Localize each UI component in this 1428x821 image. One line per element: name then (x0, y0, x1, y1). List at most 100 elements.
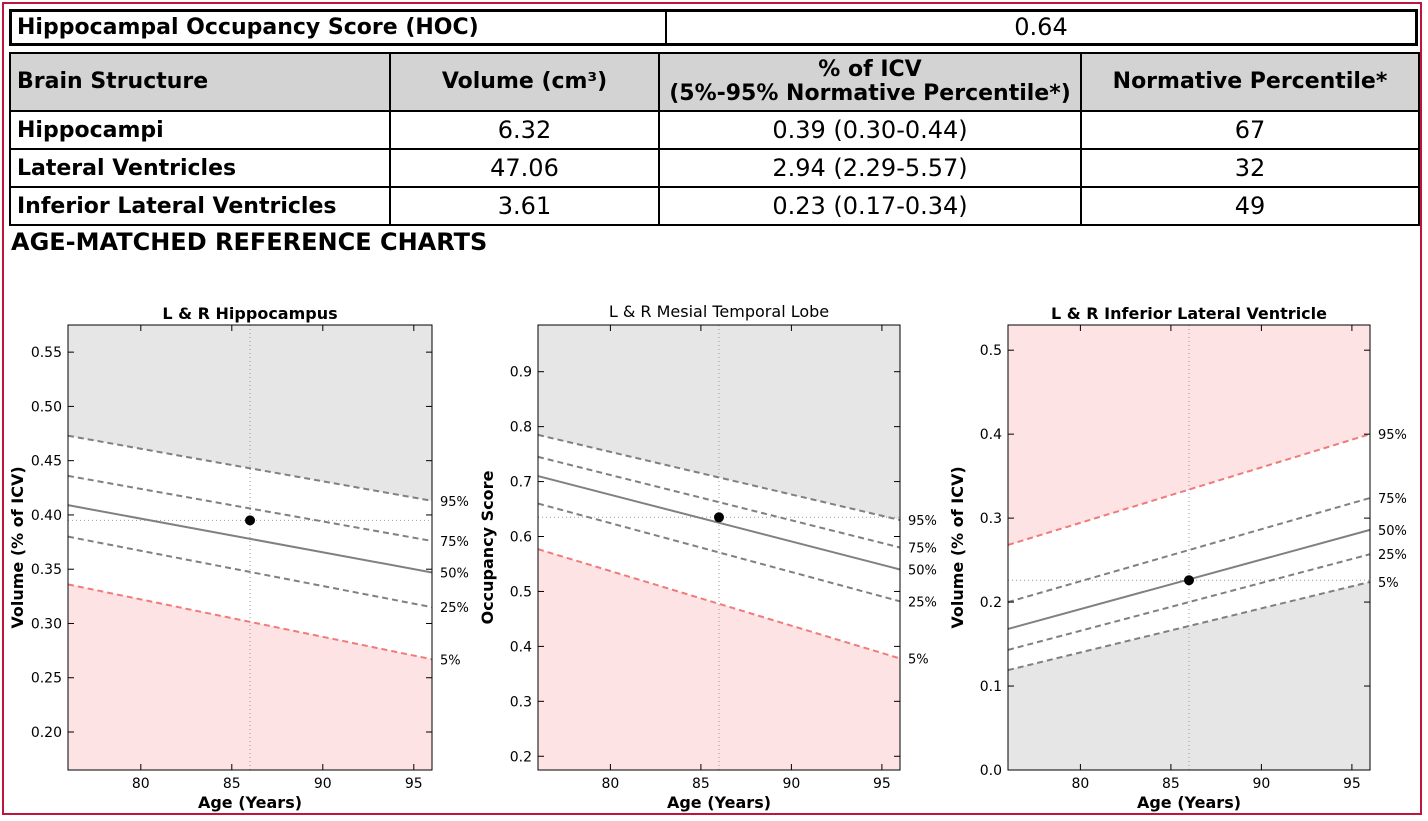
percentile-label: 50% (1378, 524, 1407, 539)
percentile-line-25 (67, 535, 433, 609)
shade-below-region (1008, 581, 1370, 770)
header-percent-icv-line1: % of ICV (818, 57, 922, 82)
y-tick-label: 0.20 (31, 725, 62, 741)
percentile-label: 75% (440, 535, 469, 550)
x-tick-label: 95 (1343, 776, 1361, 792)
x-tick-label: 80 (132, 776, 150, 792)
percentile-line-5 (1007, 580, 1371, 672)
percentile-line-25 (1007, 553, 1371, 651)
volume-table: Brain Structure Volume (cm³) % of ICV (5… (9, 52, 1420, 226)
cell-volume: 3.61 (389, 186, 660, 226)
percentile-label: 75% (908, 542, 937, 557)
x-tick-label: 90 (782, 776, 800, 792)
cell-percentile: 32 (1080, 148, 1420, 188)
y-axis-label: Volume (% of ICV) (948, 466, 967, 628)
x-axis-label: Age (Years) (667, 793, 771, 812)
percentile-label: 5% (908, 652, 929, 667)
percentile-label: 25% (440, 601, 469, 616)
y-tick-label: 0.45 (31, 454, 62, 470)
y-tick-label: 0.30 (31, 616, 62, 632)
percentile-line-5 (537, 548, 901, 660)
percentile-label: 5% (1378, 576, 1399, 591)
percentile-label: 25% (908, 595, 937, 610)
x-tick-label: 85 (223, 776, 241, 792)
y-tick-label: 0.35 (31, 562, 62, 578)
cell-structure: Lateral Ventricles (9, 148, 391, 188)
percentile-label: 95% (440, 495, 469, 510)
percentile-label: 95% (1378, 428, 1407, 443)
x-tick-label: 85 (1162, 776, 1180, 792)
x-tick-label: 90 (314, 776, 332, 792)
chart-title: L & R Hippocampus (162, 304, 337, 323)
cell-icv: 0.23 (0.17-0.34) (658, 186, 1082, 226)
percentile-line-75 (1007, 497, 1371, 604)
percentile-line-5 (67, 583, 433, 661)
y-tick-label: 0.6 (510, 530, 532, 546)
header-brain-structure: Brain Structure (9, 52, 391, 112)
y-tick-label: 0.25 (31, 671, 62, 687)
y-tick-label: 0.2 (510, 749, 532, 765)
percentile-line-95 (537, 433, 901, 522)
percentile-label: 50% (440, 566, 469, 581)
percentile-line-95 (67, 434, 433, 502)
table-header-row: Brain Structure Volume (cm³) % of ICV (5… (9, 52, 1420, 112)
y-tick-label: 0.9 (510, 365, 532, 381)
percentile-label: 50% (908, 564, 937, 579)
x-tick-label: 80 (601, 776, 619, 792)
hoc-label: Hippocampal Occupancy Score (HOC) (12, 12, 667, 43)
percentile-line-50 (537, 475, 901, 571)
plot-frame (67, 324, 433, 771)
y-tick-label: 0.8 (510, 420, 532, 436)
plot-frame (1007, 324, 1371, 771)
shade-above-region (1008, 325, 1370, 545)
section-title: AGE-MATCHED REFERENCE CHARTS (11, 228, 488, 256)
y-tick-label: 0.7 (510, 475, 532, 491)
hoc-value: 0.64 (1014, 13, 1068, 41)
x-tick-label: 95 (873, 776, 891, 792)
cell-volume: 47.06 (389, 148, 660, 188)
x-axis-label: Age (Years) (1137, 793, 1241, 812)
percentile-line-75 (537, 455, 901, 549)
y-tick-label: 0.4 (510, 639, 532, 655)
y-tick-label: 0.3 (980, 511, 1002, 527)
percentile-line-25 (537, 502, 901, 603)
shade-above-region (538, 325, 900, 521)
x-tick-label: 90 (1252, 776, 1270, 792)
percentile-line-75 (67, 474, 433, 542)
header-percent-icv-line2: (5%-95% Normative Percentile*) (669, 81, 1071, 106)
y-tick-label: 0.40 (31, 508, 62, 524)
cell-icv: 0.39 (0.30-0.44) (658, 110, 1082, 150)
hoc-row: Hippocampal Occupancy Score (HOC) 0.64 (9, 9, 1418, 46)
cell-percentile: 67 (1080, 110, 1420, 150)
table-row: Lateral Ventricles 47.06 2.94 (2.29-5.57… (9, 148, 1420, 188)
shade-below-region (538, 549, 900, 770)
plot-frame (537, 324, 901, 771)
x-tick-label: 85 (692, 776, 710, 792)
y-axis-label: Occupancy Score (478, 470, 497, 624)
y-tick-label: 0.50 (31, 399, 62, 415)
cell-structure: Hippocampi (9, 110, 391, 150)
chart-title: L & R Mesial Temporal Lobe (609, 302, 829, 321)
cell-percentile: 49 (1080, 186, 1420, 226)
header-volume: Volume (cm³) (389, 52, 660, 112)
y-tick-label: 0.5 (980, 343, 1002, 359)
x-tick-label: 95 (405, 776, 423, 792)
percentile-line-95 (1007, 433, 1371, 546)
percentile-label: 75% (1378, 492, 1407, 507)
table-row: Hippocampi 6.32 0.39 (0.30-0.44) 67 (9, 110, 1420, 150)
y-tick-label: 0.5 (510, 584, 532, 600)
percentile-label: 25% (1378, 548, 1407, 563)
y-tick-label: 0.4 (980, 427, 1002, 443)
patient-point (1184, 575, 1194, 586)
percentile-label: 5% (440, 653, 461, 668)
header-percent-icv: % of ICV (5%-95% Normative Percentile*) (658, 52, 1082, 112)
x-tick-label: 80 (1071, 776, 1089, 792)
y-tick-label: 0.3 (510, 694, 532, 710)
percentile-line-50 (67, 504, 433, 574)
y-tick-label: 0.2 (980, 595, 1002, 611)
y-axis-label: Volume (% of ICV) (8, 466, 27, 628)
header-normative-percentile: Normative Percentile* (1080, 52, 1420, 112)
shade-above-region (68, 325, 432, 501)
y-tick-label: 0.1 (980, 679, 1002, 695)
